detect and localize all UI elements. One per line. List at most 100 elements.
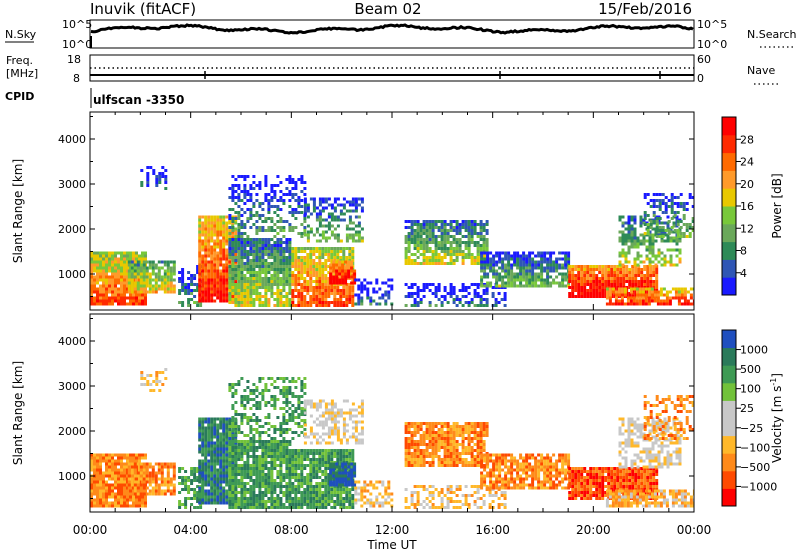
heatmap-cell xyxy=(658,229,662,232)
heatmap-cell xyxy=(601,280,605,283)
heatmap-cell xyxy=(592,277,596,280)
heatmap-cell xyxy=(647,290,651,294)
heatmap-cell xyxy=(222,227,226,231)
heatmap-cell xyxy=(154,287,158,291)
heatmap-cell xyxy=(264,283,268,286)
heatmap-cell xyxy=(126,498,129,502)
heatmap-cell xyxy=(154,266,158,270)
heatmap-cell xyxy=(683,296,687,300)
heatmap-cell xyxy=(282,295,286,298)
heatmap-cell xyxy=(136,489,140,493)
heatmap-cell xyxy=(651,242,655,246)
heatmap-cell xyxy=(513,278,517,282)
heatmap-cell xyxy=(249,470,253,473)
heatmap-cell xyxy=(216,218,220,222)
heatmap-cell xyxy=(344,266,348,270)
heatmap-cell xyxy=(341,266,345,270)
heatmap-cell xyxy=(172,290,176,294)
heatmap-cell xyxy=(102,293,105,297)
heatmap-cell xyxy=(315,215,319,219)
heatmap-cell xyxy=(300,289,304,292)
heatmap-cell xyxy=(345,209,349,213)
heatmap-cell xyxy=(204,218,208,222)
heatmap-cell xyxy=(258,181,262,184)
heatmap-cell xyxy=(549,257,553,261)
heatmap-cell xyxy=(148,281,152,285)
heatmap-cell xyxy=(473,232,477,235)
heatmap-cell xyxy=(178,500,182,503)
heatmap-cell xyxy=(216,501,220,505)
heatmap-cell xyxy=(360,287,364,291)
heatmap-cell xyxy=(193,488,197,491)
heatmap-cell xyxy=(494,301,498,304)
heatmap-cell xyxy=(416,229,420,232)
heatmap-cell xyxy=(689,293,693,297)
heatmap-cell xyxy=(285,241,289,244)
heatmap-cell xyxy=(219,215,223,219)
heatmap-cell xyxy=(489,263,493,267)
heatmap-cell xyxy=(353,269,357,273)
heatmap-cell xyxy=(357,203,361,207)
heatmap-cell xyxy=(234,506,238,509)
heatmap-cell xyxy=(455,238,459,241)
heatmap-cell xyxy=(595,277,599,280)
heatmap-cell xyxy=(419,298,423,301)
heatmap-cell xyxy=(476,250,480,253)
heatmap-cell xyxy=(309,289,313,292)
heatmap-cell xyxy=(255,211,259,214)
heatmap-cell xyxy=(210,215,214,219)
heatmap-cell xyxy=(198,426,202,430)
heatmap-cell xyxy=(332,263,336,267)
heatmap-cell xyxy=(201,432,205,436)
heatmap-cell xyxy=(148,287,152,291)
heatmap-cell xyxy=(240,494,244,497)
heatmap-cell xyxy=(528,269,532,273)
heatmap-cell xyxy=(105,296,108,300)
heatmap-cell xyxy=(297,274,301,277)
heatmap-cell xyxy=(219,444,223,448)
heatmap-cell xyxy=(625,268,629,271)
heatmap-cell xyxy=(449,286,453,289)
heatmap-cell xyxy=(492,272,496,276)
heatmap-cell xyxy=(136,471,140,475)
heatmap-cell xyxy=(127,284,131,288)
heatmap-cell xyxy=(434,289,438,292)
heatmap-cell xyxy=(294,208,298,211)
heatmap-cell xyxy=(336,215,340,219)
heatmap-cell xyxy=(648,245,652,249)
heatmap-cell xyxy=(213,242,217,246)
heatmap-cell xyxy=(148,477,152,481)
heatmap-cell xyxy=(315,301,319,304)
heatmap-cell xyxy=(216,453,220,457)
heatmap-cell xyxy=(249,187,253,190)
heatmap-cell xyxy=(204,495,208,499)
heatmap-cell xyxy=(216,429,220,433)
heatmap-cell xyxy=(537,275,541,279)
heatmap-cell xyxy=(246,220,250,223)
heatmap-cell xyxy=(193,295,197,298)
heatmap-cell xyxy=(105,299,108,303)
heatmap-cell xyxy=(639,242,643,246)
heatmap-cell xyxy=(261,202,265,205)
heatmap-cell xyxy=(252,298,256,301)
heatmap-cell xyxy=(234,268,238,271)
heatmap-cell xyxy=(163,480,167,484)
heatmap-cell xyxy=(240,199,244,202)
heatmap-cell xyxy=(416,289,420,292)
heatmap-cell xyxy=(108,501,111,505)
heatmap-cell xyxy=(440,229,444,232)
heatmap-cell xyxy=(234,271,238,274)
heatmap-cell xyxy=(633,236,637,240)
heatmap-cell xyxy=(413,301,417,304)
heatmap-cell xyxy=(419,247,423,250)
heatmap-cell xyxy=(446,247,450,250)
heatmap-cell xyxy=(157,483,161,487)
heatmap-cell xyxy=(105,501,108,505)
heatmap-cell xyxy=(416,235,420,238)
heatmap-cell xyxy=(294,304,298,307)
heatmap-cell xyxy=(652,271,656,274)
heatmap-cell xyxy=(467,253,471,256)
heatmap-cell xyxy=(204,441,208,445)
heatmap-cell xyxy=(324,304,328,307)
heatmap-cell xyxy=(327,280,331,283)
